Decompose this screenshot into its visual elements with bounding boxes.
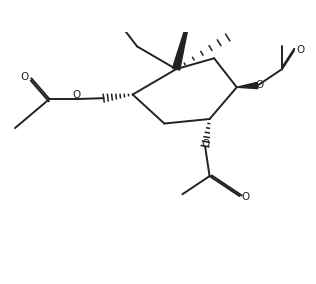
Text: O: O — [242, 193, 250, 202]
Text: O: O — [296, 45, 304, 55]
Polygon shape — [237, 82, 258, 89]
Polygon shape — [173, 6, 192, 70]
Text: O: O — [21, 72, 29, 82]
Text: O: O — [256, 80, 264, 91]
Text: O: O — [72, 90, 81, 100]
Text: O: O — [201, 139, 209, 149]
